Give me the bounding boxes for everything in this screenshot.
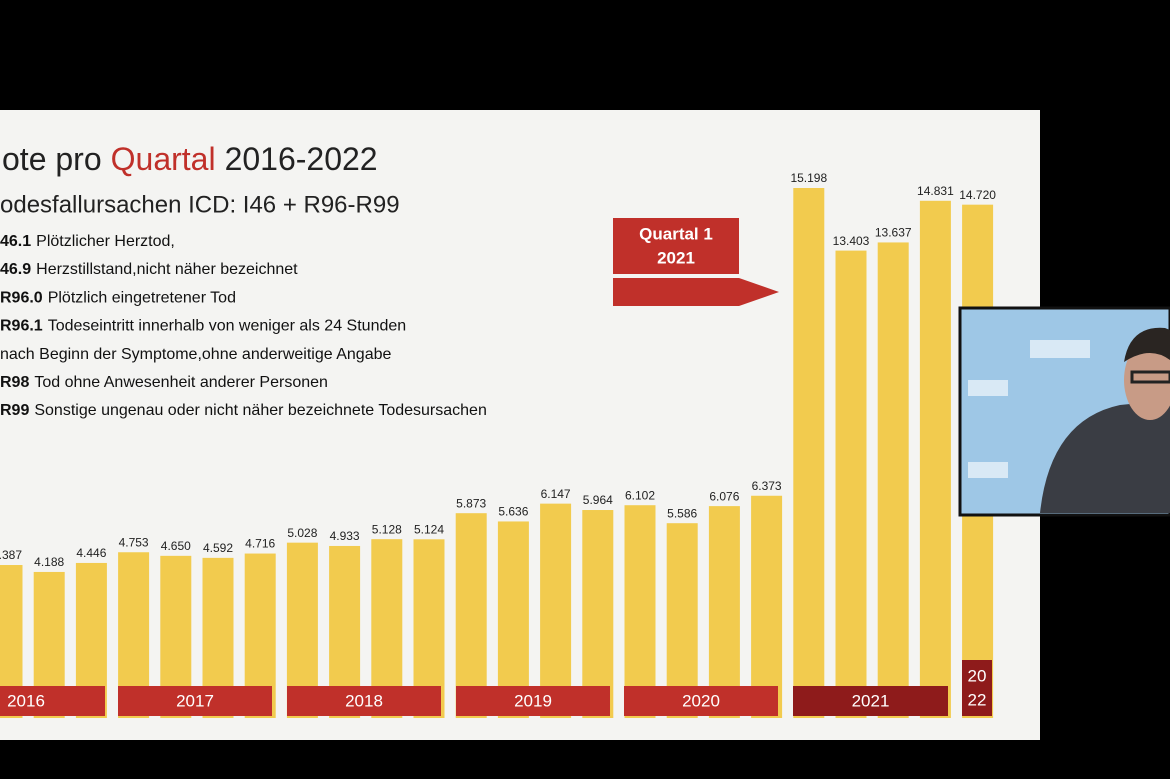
code: R98 (0, 374, 29, 391)
bar (708, 506, 740, 718)
code: R96.0 (0, 290, 43, 307)
bar (793, 188, 825, 718)
year-band (118, 686, 272, 716)
value-label: 4.446 (76, 546, 106, 560)
bar (455, 513, 487, 718)
chart-title: ote pro Quartal 2016-2022 (2, 141, 378, 177)
code-line: 46.9 Herzstillstand,nicht näher bezeichne… (0, 261, 298, 278)
callout-text: 2021 (657, 248, 695, 267)
callout-text: Quartal 1 (639, 224, 713, 243)
value-label: 5.586 (667, 506, 697, 520)
glasses (1130, 370, 1170, 384)
year-band (456, 686, 610, 716)
code-text: Herzstillstand,nicht näher bezeichnet (36, 261, 298, 278)
bar (540, 503, 572, 718)
subtitle: odesfallursachen ICD: I46 + R96-R99 (0, 191, 400, 218)
person-hair (1124, 327, 1170, 362)
value-label: 5.028 (287, 526, 317, 540)
logo (968, 462, 1008, 478)
code-text: Todeseintritt innerhalb von weniger als … (48, 318, 406, 335)
value-label: 6.076 (709, 489, 739, 503)
callout-box (613, 218, 739, 274)
value-label: 4.650 (161, 539, 191, 553)
code-text: Sonstige ungenau oder nicht näher bezeic… (34, 402, 486, 419)
year-label: 20 (968, 666, 987, 685)
title-highlight: Quartal (111, 141, 216, 177)
value-label: 5.636 (498, 505, 528, 519)
year-label: 2019 (514, 691, 552, 710)
value-label: 6.373 (752, 479, 782, 493)
code-line: R96.1 Todeseintritt innerhalb von weniger… (0, 318, 406, 335)
code-text: Plötzlich eingetretener Tod (48, 290, 236, 307)
bar (666, 523, 698, 718)
year-label: 2021 (852, 691, 890, 710)
year-label: 2020 (682, 691, 720, 710)
value-label: 4.933 (330, 529, 360, 543)
value-label: 4.716 (245, 537, 275, 551)
code-line: R99 Sonstige ungenau oder nicht näher bez… (0, 402, 487, 419)
value-label: 13.403 (833, 234, 870, 248)
bar (582, 510, 614, 718)
callout-arrow (613, 278, 779, 306)
value-label: 4.188 (34, 555, 64, 569)
code: R99 (0, 402, 29, 419)
value-label: 15.198 (790, 171, 827, 185)
bar (497, 521, 529, 718)
value-label: 4.387 (0, 548, 22, 562)
value-label: 5.128 (372, 522, 402, 536)
code-text: Plötzlicher Herztod, (36, 233, 175, 250)
webcam (958, 306, 1170, 517)
code-line: 46.1 Plötzlicher Herztod, (0, 233, 175, 250)
code: 46.9 (0, 261, 31, 278)
value-label: 6.102 (625, 488, 655, 502)
value-label: 14.720 (959, 188, 996, 202)
year-label: 22 (968, 690, 987, 709)
bar (919, 200, 951, 718)
code: R96.1 (0, 318, 43, 335)
logo (1030, 340, 1090, 358)
bar (751, 495, 783, 718)
bar (877, 242, 909, 718)
title-part: ote pro (2, 141, 102, 177)
person-body (1040, 400, 1170, 513)
code-line: R96.0 Plötzlich eingetretener Tod (0, 290, 236, 307)
chart: ote pro Quartal 2016-2022 odesfallursachen… (0, 141, 996, 718)
year-label: 2018 (345, 691, 383, 710)
value-label: 14.831 (917, 184, 954, 198)
value-label: 13.637 (875, 226, 912, 240)
title-years: 2016-2022 (225, 141, 378, 177)
year-band (287, 686, 441, 716)
value-label: 5.124 (414, 522, 444, 536)
code-text: Tod ohne Anwesenheit anderer Personen (34, 374, 328, 391)
year-band (624, 686, 778, 716)
bars: 4.387 4.188 4.446 4.753 4.650 4.592 4.716 5.028… (0, 171, 996, 718)
code-line: nach Beginn der Symptome,ohne anderweiti… (0, 346, 391, 363)
year-band (793, 686, 948, 716)
code-list: 46.1 Plötzlicher Herztod, 46.9 Herzstillsta… (0, 233, 487, 419)
year-label: 2016 (7, 691, 45, 710)
value-label: 5.964 (583, 493, 613, 507)
logo (968, 380, 1008, 396)
person-head (1124, 340, 1170, 420)
bar (0, 565, 23, 718)
value-label: 6.147 (541, 487, 571, 501)
year-label: 2017 (176, 691, 214, 710)
bar (624, 505, 656, 718)
code-text: nach Beginn der Symptome,ohne anderweiti… (0, 346, 391, 363)
value-label: 4.753 (119, 535, 149, 549)
value-label: 4.592 (203, 541, 233, 555)
value-label: 5.873 (456, 496, 486, 510)
code: 46.1 (0, 233, 31, 250)
year-band (962, 660, 992, 716)
year-band (0, 686, 105, 716)
bar (835, 250, 867, 718)
code-line: R98 Tod ohne Anwesenheit anderer Personen (0, 374, 328, 391)
